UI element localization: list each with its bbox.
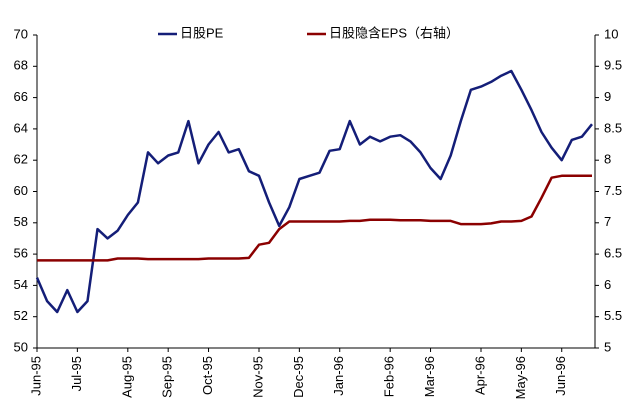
y2-tick-label: 6.5 — [604, 246, 622, 261]
y-tick-label: 66 — [14, 89, 28, 104]
y2-tick-label: 8.5 — [604, 120, 622, 135]
y-tick-label: 70 — [14, 26, 28, 41]
x-tick-label: May-96 — [513, 356, 528, 399]
y-tick-label: 58 — [14, 214, 28, 229]
x-tick-label: Oct-95 — [200, 356, 215, 395]
legend-label: 日股隐含EPS（右轴） — [329, 25, 459, 40]
y2-tick-label: 5 — [604, 339, 611, 354]
y2-tick-label: 7 — [604, 214, 611, 229]
x-tick-label: Jan-96 — [331, 356, 346, 396]
y-tick-label: 64 — [14, 120, 28, 135]
x-tick-label: Mar-96 — [422, 356, 437, 397]
x-tick-label: Feb-96 — [382, 356, 397, 397]
y2-tick-label: 7.5 — [604, 183, 622, 198]
y2-tick-label: 8 — [604, 152, 611, 167]
y-tick-label: 68 — [14, 58, 28, 73]
y2-tick-label: 9.5 — [604, 58, 622, 73]
x-tick-label: Aug-95 — [119, 356, 134, 398]
y2-tick-label: 10 — [604, 26, 618, 41]
y-tick-label: 50 — [14, 339, 28, 354]
series-line — [37, 174, 592, 262]
x-tick-label: Jun-95 — [28, 356, 43, 396]
x-tick-label: Nov-95 — [250, 356, 265, 398]
y-tick-label: 52 — [14, 308, 28, 323]
y-tick-label: 56 — [14, 246, 28, 261]
series-line — [35, 69, 593, 314]
x-tick-label: Sep-95 — [160, 356, 175, 398]
y-tick-label: 54 — [14, 277, 28, 292]
x-tick-label: Jun-96 — [553, 356, 568, 396]
y2-tick-label: 9 — [604, 89, 611, 104]
x-tick-label: Jul-95 — [69, 356, 84, 391]
y-tick-label: 60 — [14, 183, 28, 198]
x-tick-label: Apr-96 — [472, 356, 487, 395]
y2-tick-label: 5.5 — [604, 308, 622, 323]
x-tick-label: Dec-95 — [291, 356, 306, 398]
y2-tick-label: 6 — [604, 277, 611, 292]
legend-label: 日股PE — [180, 25, 224, 40]
y-tick-label: 62 — [14, 152, 28, 167]
